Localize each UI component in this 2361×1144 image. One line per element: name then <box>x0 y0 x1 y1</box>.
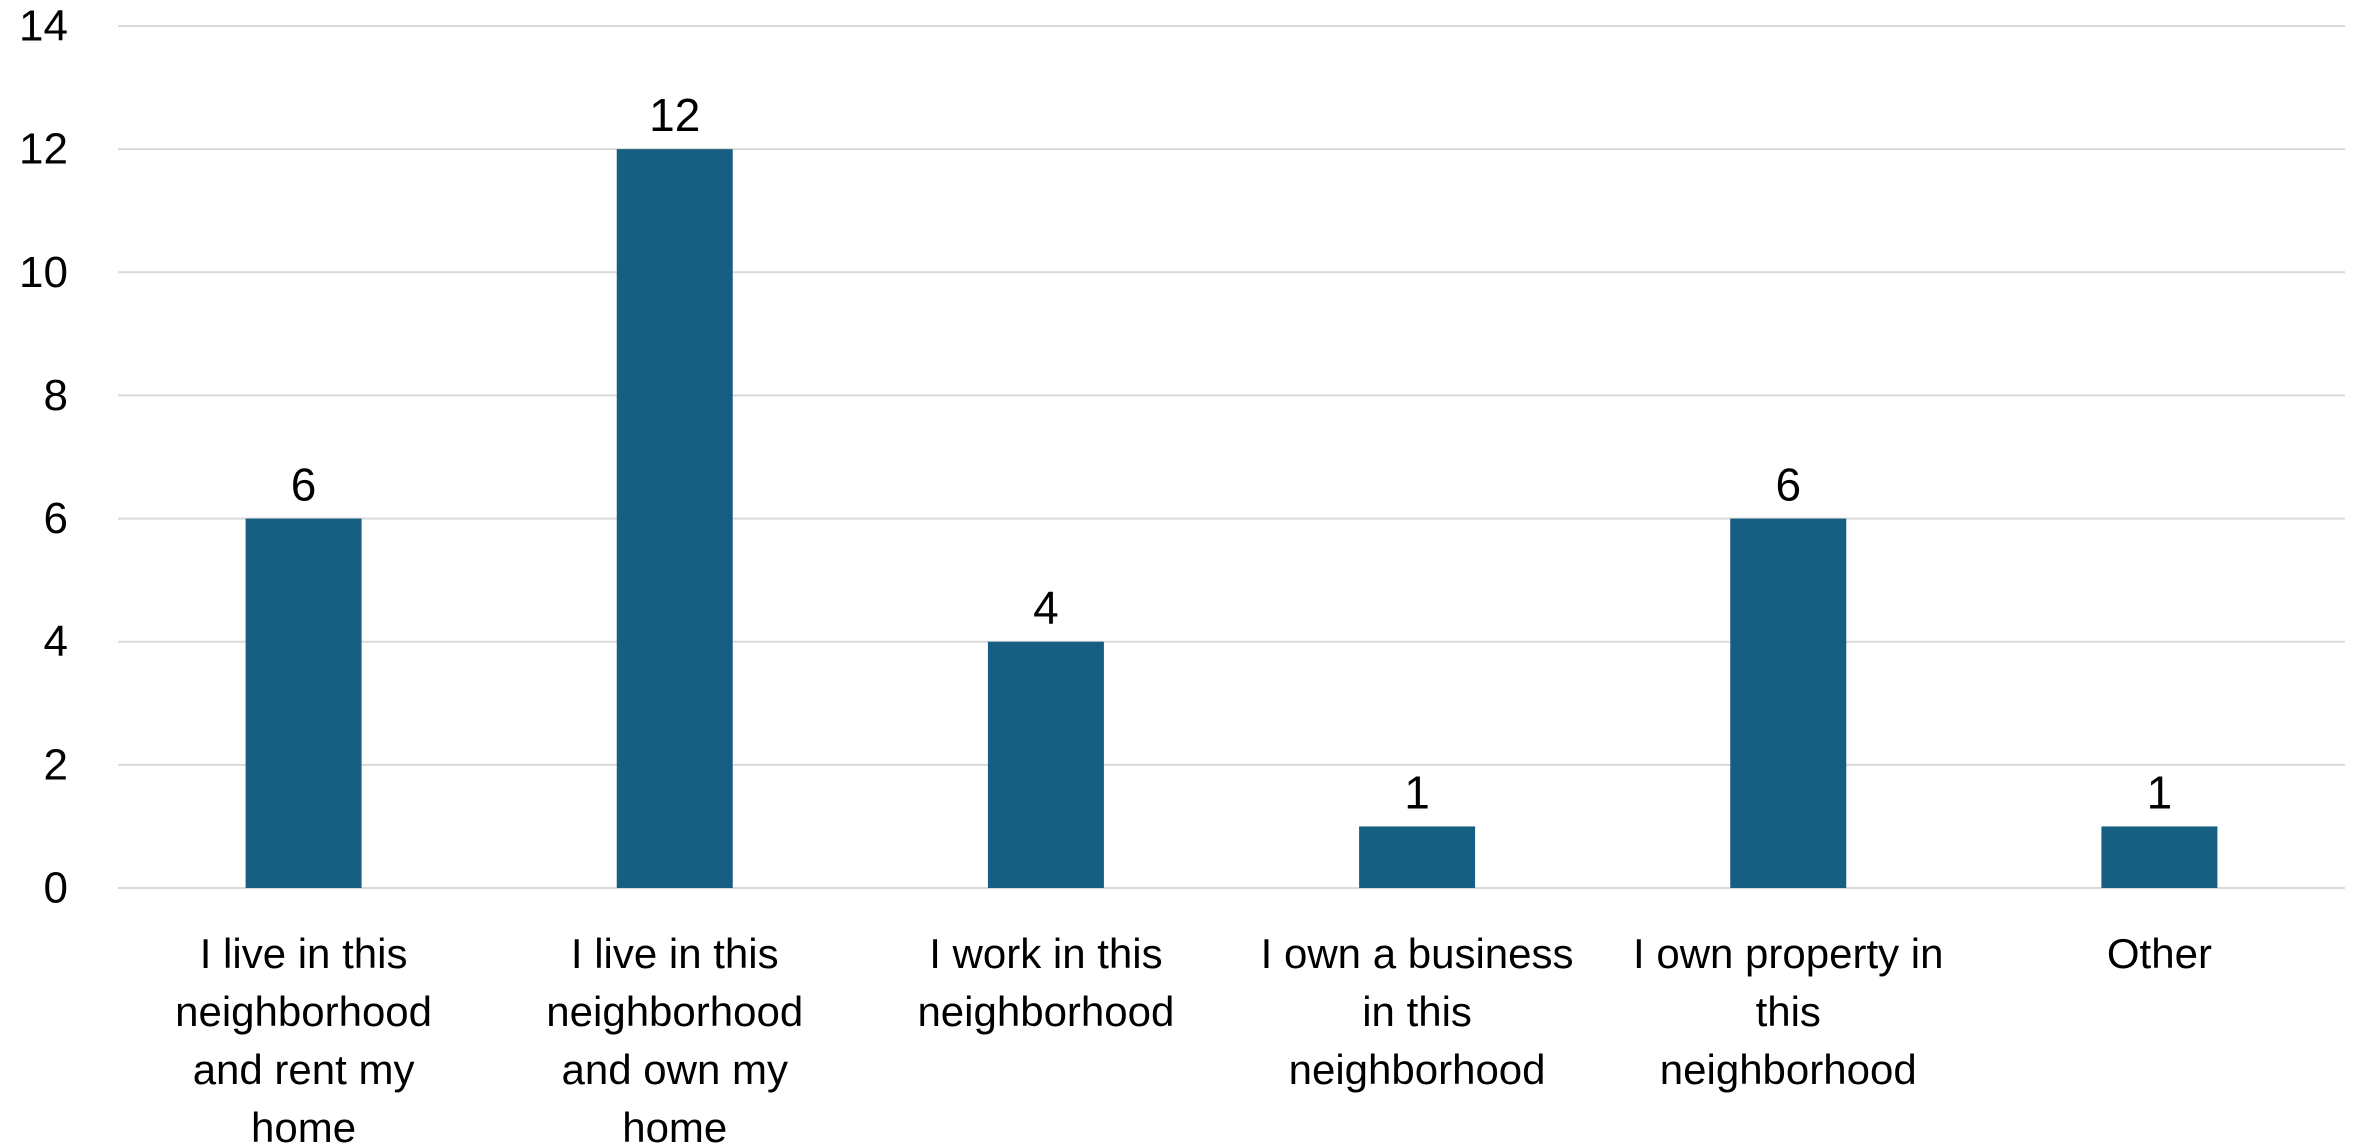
y-tick-label: 12 <box>19 125 68 174</box>
bar <box>616 149 733 889</box>
data-label: 6 <box>1775 459 1801 511</box>
bar <box>987 641 1104 888</box>
data-label: 12 <box>649 89 700 141</box>
gridlines <box>118 25 2345 889</box>
data-label: 1 <box>2147 766 2173 818</box>
x-tick-label: Other <box>2107 930 2212 977</box>
y-tick-label: 14 <box>19 2 68 51</box>
bar <box>1359 826 1476 888</box>
x-tick-label: I live in this neighborhood and rent my hom… <box>175 930 432 1144</box>
bar <box>245 518 362 888</box>
y-axis-tick-labels: 0 2 4 6 8 10 12 14 <box>19 2 68 913</box>
y-tick-label: 10 <box>19 248 68 297</box>
data-label: 6 <box>291 459 317 511</box>
x-tick-label: I work in this neighborhood <box>917 930 1174 1035</box>
bar <box>2101 826 2218 888</box>
x-tick-label: I own a business in this neighborhood <box>1261 930 1574 1093</box>
bars <box>245 149 2218 889</box>
data-label: 4 <box>1033 582 1059 634</box>
x-tick-label: I own property in this neighborhood <box>1633 930 1944 1093</box>
data-labels: 6 12 4 1 6 1 <box>291 89 2172 818</box>
x-axis-category-labels: I live in this neighborhood and rent my hom… <box>175 930 2212 1144</box>
y-tick-label: 0 <box>44 864 68 913</box>
y-tick-label: 6 <box>44 494 68 543</box>
bar <box>1730 518 1847 888</box>
data-label: 1 <box>1404 766 1430 818</box>
y-tick-label: 8 <box>44 371 68 420</box>
x-tick-label: I live in this neighborhood and own my home <box>546 930 803 1144</box>
y-tick-label: 2 <box>44 740 68 789</box>
y-tick-label: 4 <box>44 617 68 666</box>
